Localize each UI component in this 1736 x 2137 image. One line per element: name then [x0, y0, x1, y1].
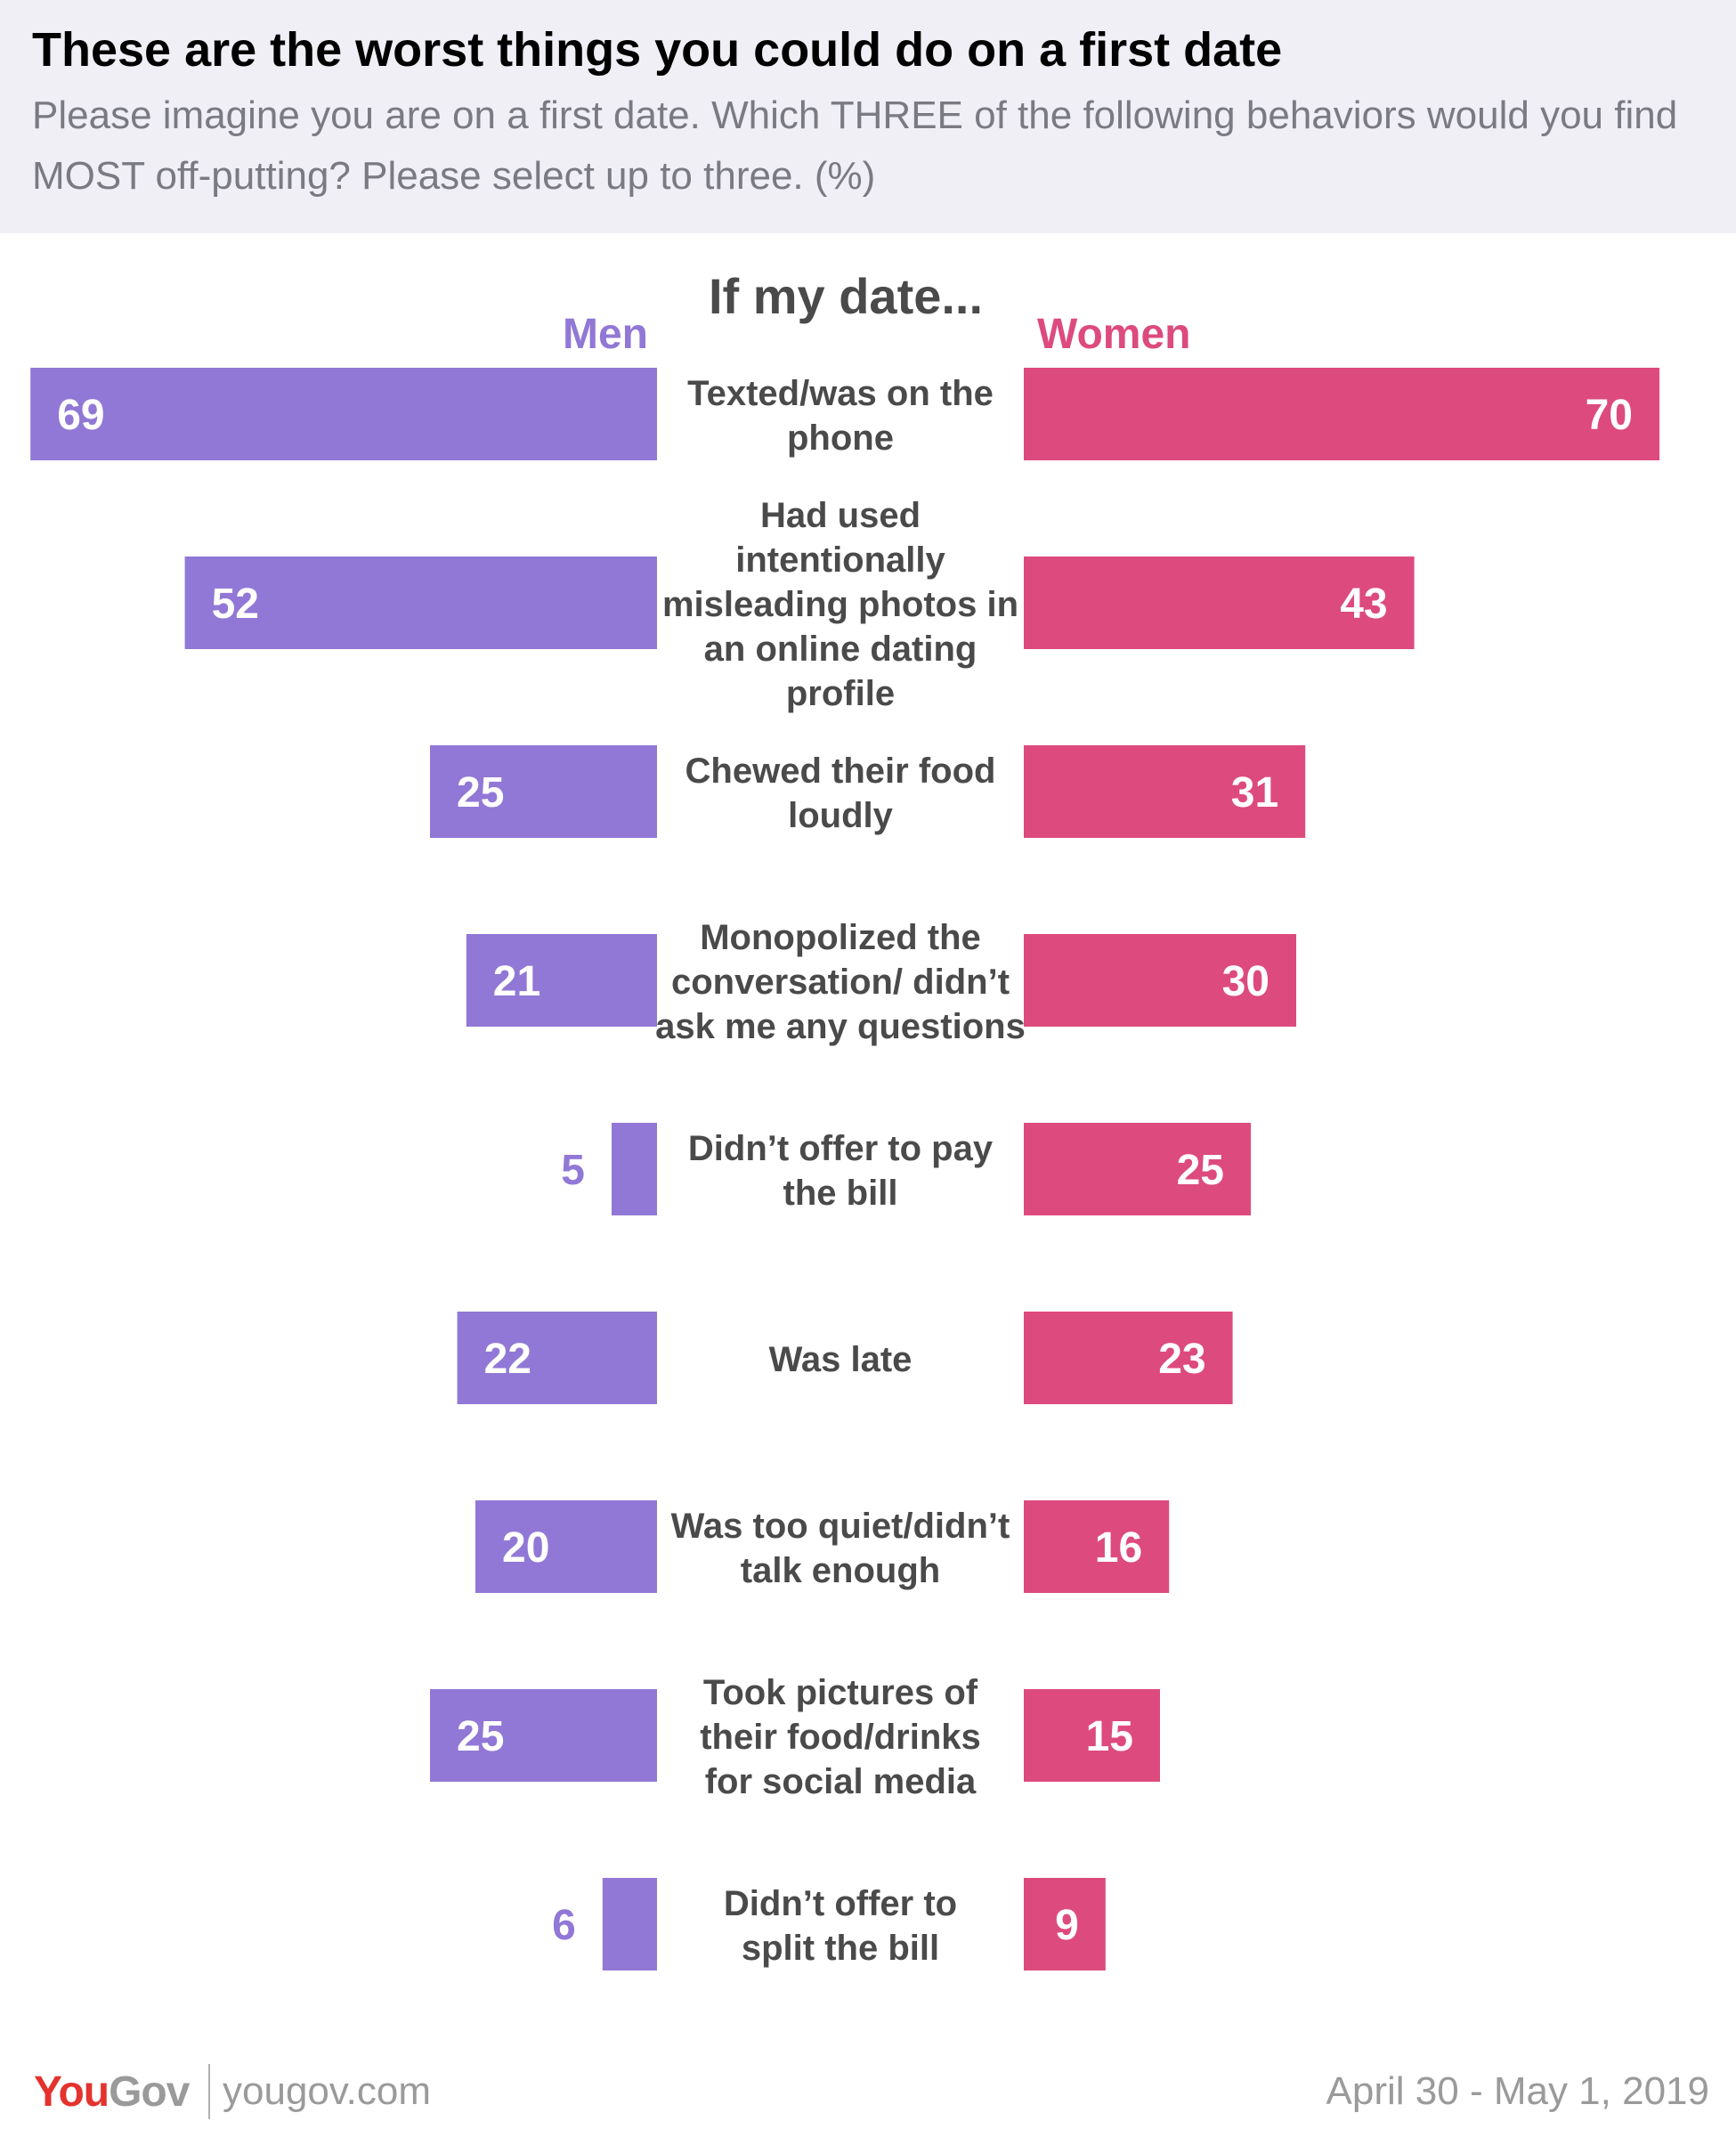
category-label: Had used intentionally misleading photos i… [662, 496, 1018, 713]
data-label-men: 5 [561, 1147, 585, 1194]
bar-men [184, 557, 658, 649]
legend-men: Men [563, 311, 648, 358]
category-label: Monopolized the conversation/ didn’t ask m… [655, 918, 1026, 1046]
bar-women [1024, 1878, 1106, 1970]
data-label-men: 69 [57, 392, 104, 439]
bar-men [30, 368, 657, 460]
category-label: Was late [769, 1340, 913, 1379]
chart-title: These are the worst things you could do … [32, 23, 1283, 77]
bar-men [430, 745, 657, 838]
data-label-women: 30 [1222, 958, 1270, 1005]
chart-header: These are the worst things you could do … [0, 0, 1736, 233]
data-label-men: 25 [457, 1713, 504, 1760]
data-label-women: 15 [1086, 1713, 1133, 1760]
footer-date: April 30 - May 1, 2019 [1326, 2069, 1709, 2113]
category-label: Chewed their food loudly [685, 752, 996, 835]
bar-women [1024, 368, 1659, 460]
data-label-men: 52 [212, 581, 259, 628]
chart-subtitle: Please imagine you are on a first date. … [32, 93, 1678, 198]
category-label: Texted/was on the phone [687, 374, 994, 458]
footer-site: yougov.com [223, 2069, 431, 2113]
bar-men [457, 1312, 657, 1404]
bar-men [602, 1878, 657, 1970]
bar-men [475, 1500, 657, 1593]
data-label-women: 16 [1095, 1524, 1142, 1572]
category-label: Took pictures of their food/drinks for soc… [700, 1673, 981, 1801]
data-label-men: 20 [502, 1524, 549, 1572]
bar-men [612, 1123, 657, 1215]
data-label-women: 9 [1055, 1902, 1079, 1949]
bar-women [1024, 745, 1306, 838]
bar-men [466, 934, 657, 1027]
legend-women: Women [1037, 311, 1191, 358]
logo-gov: Gov [109, 2068, 190, 2116]
category-label: Didn’t offer to pay the bill [688, 1129, 994, 1213]
data-label-women: 25 [1177, 1147, 1224, 1194]
bar-men [430, 1689, 657, 1782]
bar-women [1024, 1123, 1251, 1215]
data-label-women: 31 [1231, 769, 1278, 817]
yougov-logo: YouGov [34, 2068, 190, 2117]
bar-women [1024, 934, 1296, 1027]
data-label-women: 43 [1340, 581, 1387, 628]
data-label-men: 6 [552, 1902, 576, 1949]
bar-women [1024, 1312, 1233, 1404]
logo-you: You [34, 2068, 110, 2116]
data-label-men: 21 [493, 958, 540, 1005]
data-label-men: 25 [457, 769, 504, 817]
data-label-women: 23 [1158, 1336, 1205, 1383]
bar-women [1024, 557, 1415, 649]
data-label-men: 22 [484, 1336, 531, 1383]
bar-women [1024, 1689, 1160, 1782]
bar-women [1024, 1500, 1170, 1593]
category-label: Was too quiet/didn’t talk enough [671, 1507, 1010, 1590]
footer-divider [208, 2064, 210, 2119]
category-header: If my date... [708, 268, 984, 324]
category-label: Didn’t offer to split the bill [724, 1884, 957, 1968]
data-label-women: 70 [1586, 392, 1633, 439]
